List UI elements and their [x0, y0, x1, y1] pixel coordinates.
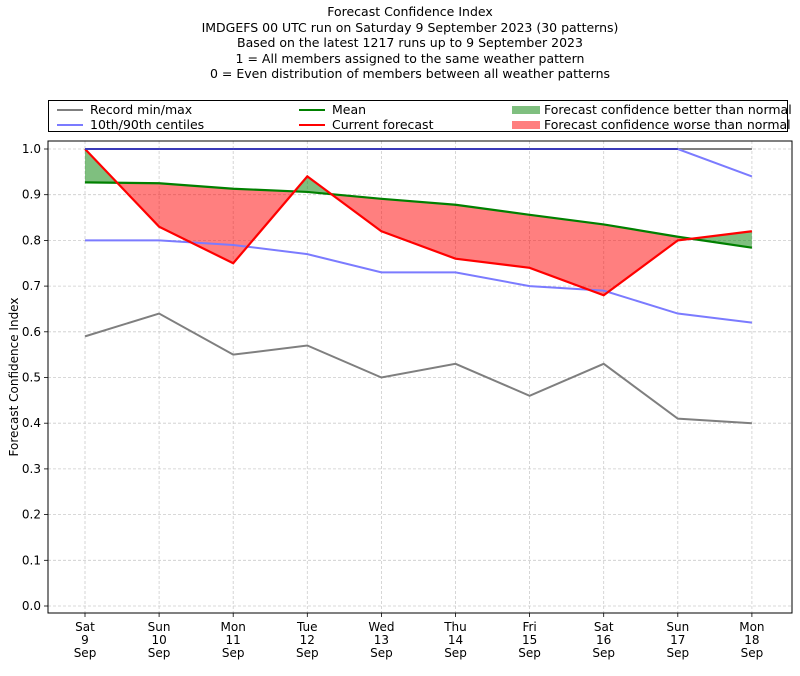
chart-legend: Record min/max 10th/90th centiles Mean C… [48, 100, 792, 132]
y-tick-label: 0.7 [22, 279, 41, 293]
y-axis-label: Forecast Confidence Index [7, 298, 21, 457]
chart-subtitle-4: 0 = Even distribution of members between… [209, 66, 611, 82]
legend-swatch-better [512, 105, 540, 114]
fill-worse-than-normal [331, 194, 692, 296]
x-tick-label: Sat 16 Sep [592, 620, 615, 660]
y-tick-label: 0.1 [22, 553, 41, 567]
y-tick-label: 0.8 [22, 233, 41, 247]
series-line-mean [84, 181, 753, 249]
y-tick-label: 0.6 [22, 325, 41, 339]
y-tick-label: 0.4 [22, 416, 41, 430]
x-tick-label: Sun 17 Sep [666, 620, 689, 660]
chart-subtitle-1: IMDGEFS 00 UTC run on Saturday 9 Septemb… [201, 19, 619, 35]
chart-title-block: Forecast Confidence Index IMDGEFS 00 UTC… [0, 4, 800, 82]
y-tick-label: 0.2 [22, 508, 41, 522]
legend-item-record-minmax: Record min/max [57, 102, 192, 117]
series-lines [84, 148, 753, 425]
x-tick-label: Fri 15 Sep [518, 620, 541, 660]
y-tick-label: 0.0 [22, 599, 41, 613]
legend-swatch-worse [512, 120, 540, 129]
legend-label-worse: Forecast confidence worse than normal [544, 117, 791, 132]
chart-title: Forecast Confidence Index [327, 4, 493, 19]
y-tick-label: 0.9 [22, 188, 41, 202]
x-tick-label: Thu 14 Sep [443, 620, 467, 660]
chart-subtitle-2: Based on the latest 1217 runs up to 9 Se… [237, 35, 583, 51]
chart-subtitle-3: 1 = All members assigned to the same wea… [235, 50, 585, 66]
legend-item-better: Forecast confidence better than normal [512, 102, 792, 117]
legend-label-mean: Mean [332, 102, 367, 117]
legend-item-centiles: 10th/90th centiles [57, 117, 204, 132]
y-tick-label: 0.5 [22, 371, 41, 385]
series-line-current-forecast [84, 148, 753, 297]
legend-swatch-record-minmax [57, 108, 83, 111]
legend-label-better: Forecast confidence better than normal [544, 102, 792, 117]
legend-label-record-minmax: Record min/max [90, 102, 193, 117]
series-line-record-min [84, 312, 752, 425]
legend-item-current-forecast: Current forecast [299, 117, 433, 132]
legend-item-worse: Forecast confidence worse than normal [512, 117, 791, 132]
x-tick-label: Sat 9 Sep [74, 620, 97, 660]
legend-item-mean: Mean [299, 102, 366, 117]
y-axis-ticks: 0.0 0.1 0.2 0.3 0.4 0.5 0.6 0.7 0.8 0.9 1.0 [22, 142, 48, 613]
series-line-90th-centile [85, 148, 753, 178]
x-tick-label: Tue 12 Sep [296, 620, 319, 660]
x-tick-label: Wed 13 Sep [368, 620, 394, 660]
x-tick-label: Mon 18 Sep [739, 620, 764, 660]
legend-label-current-forecast: Current forecast [332, 117, 434, 132]
series-line-10th-centile [85, 239, 753, 324]
legend-swatch-current-forecast [299, 123, 325, 126]
legend-swatch-centiles [57, 123, 83, 126]
fill-better-than-normal [691, 231, 752, 248]
y-tick-label: 0.3 [22, 462, 41, 476]
legend-swatch-mean [299, 108, 325, 111]
x-tick-label: Mon 11 Sep [221, 620, 246, 660]
y-tick-label: 1.0 [22, 142, 41, 156]
legend-label-centiles: 10th/90th centiles [90, 117, 205, 132]
x-axis-ticks: Sat 9 Sep Sun 10 Sep Mon 11 Sep Tue 12 Sep Wed 13 Sep T… [74, 613, 765, 660]
x-tick-label: Sun 10 Sep [148, 620, 171, 660]
plot-frame [47, 140, 793, 614]
